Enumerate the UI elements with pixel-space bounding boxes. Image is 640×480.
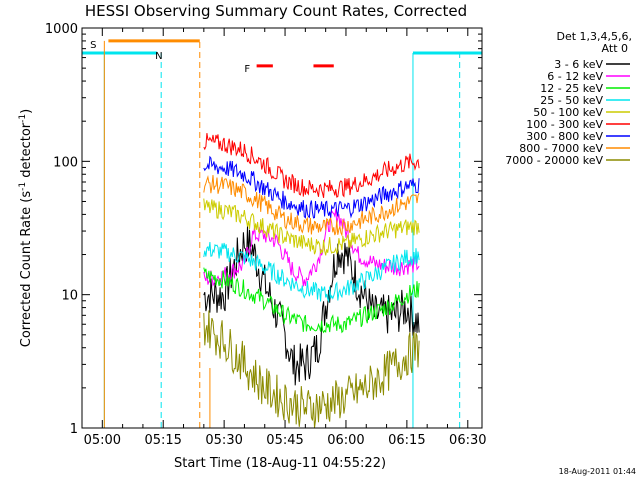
observing-markers: S N F — [82, 39, 482, 428]
y-axis-label-sup2: -1 — [18, 114, 28, 123]
x-tick-label: 06:15 — [388, 433, 425, 448]
legend-label: 6 - 12 keV — [547, 70, 603, 83]
y-axis-label: Corrected Count Rate (s-1 detector-1) — [18, 109, 34, 347]
series-line-3 — [203, 267, 420, 334]
legend-label: 25 - 50 keV — [540, 94, 603, 107]
legend-header-line2: Att 0 — [602, 42, 628, 55]
series-line-5 — [203, 198, 420, 256]
series-line-4 — [203, 241, 420, 304]
y-tick-label: 1000 — [45, 22, 78, 37]
series-line-6 — [203, 133, 420, 199]
x-axis-label: Start Time (18-Aug-11 04:55:22) — [174, 456, 386, 471]
x-tick-label: 06:00 — [327, 433, 364, 448]
series-line-7 — [203, 155, 420, 219]
marker-label-f: F — [244, 64, 250, 75]
legend-label: 100 - 300 keV — [526, 118, 603, 131]
series-layer — [203, 133, 420, 429]
x-tick-label: 06:30 — [449, 433, 486, 448]
series-line-1 — [203, 226, 420, 386]
y-axis: 1 10 100 1000 — [45, 22, 482, 437]
chart-title: HESSI Observing Summary Count Rates, Cor… — [85, 2, 467, 20]
legend-label: 7000 - 20000 keV — [505, 154, 603, 167]
legend-label: 50 - 100 keV — [533, 106, 603, 119]
plot-frame — [81, 27, 483, 429]
y-axis-label-part2: detector — [19, 122, 34, 182]
y-tick-label: 1 — [70, 422, 78, 437]
legend-label: 12 - 25 keV — [540, 82, 603, 95]
footer-timestamp: 18-Aug-2011 01:44 — [559, 467, 636, 476]
x-tick-label: 05:15 — [144, 433, 181, 448]
x-tick-label: 05:30 — [205, 433, 242, 448]
series-line-8 — [203, 175, 420, 237]
legend-label: 800 - 7000 keV — [519, 142, 603, 155]
marker-label-s: S — [90, 40, 96, 51]
legend-label: 300 - 800 keV — [526, 130, 603, 143]
legend-label: 3 - 6 keV — [554, 58, 603, 71]
y-axis-label-part1: Corrected Count Rate (s — [19, 191, 34, 348]
y-tick-label: 10 — [61, 289, 78, 304]
marker-label-n: N — [155, 51, 162, 62]
y-axis-label-part3: ) — [19, 109, 34, 114]
legend-header-line1: Det 1,3,4,5,6, — [556, 30, 632, 43]
x-tick-label: 05:00 — [84, 433, 121, 448]
series-line-9 — [203, 310, 420, 429]
y-axis-label-sup1: -1 — [18, 182, 28, 191]
x-tick-label: 05:45 — [266, 433, 303, 448]
y-tick-label: 100 — [53, 155, 78, 170]
x-axis: 05:00 05:15 05:30 05:45 06:00 06:15 06:30 — [84, 28, 487, 448]
